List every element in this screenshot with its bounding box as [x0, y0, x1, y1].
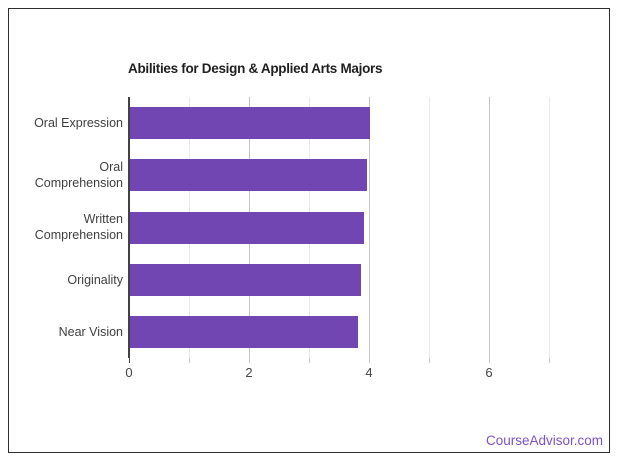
x-axis-tick-1 [189, 358, 190, 363]
x-axis-label-2: 2 [245, 365, 253, 380]
category-label: Near Vision [58, 324, 123, 339]
x-axis-tick-3 [309, 358, 310, 363]
gridline-6 [489, 97, 490, 358]
x-axis-tick-2 [249, 358, 250, 363]
x-axis-tick-6 [489, 358, 490, 363]
bar-oral-comprehension[interactable] [130, 159, 367, 192]
gridline-7 [549, 97, 550, 358]
category-label: Oral Comprehension [34, 160, 123, 191]
x-axis-label-6: 6 [485, 365, 493, 380]
gridline-4 [369, 97, 370, 358]
courseadvisor-credit-link[interactable]: CourseAdvisor.com [485, 433, 603, 448]
x-axis-label-4: 4 [365, 365, 373, 380]
bar-near-vision[interactable] [130, 315, 358, 348]
x-axis-label-0: 0 [125, 365, 133, 380]
gridline-5 [429, 97, 430, 358]
x-axis-tick-4 [369, 358, 370, 363]
x-axis-tick-5 [429, 358, 430, 363]
category-label: Written Comprehension [34, 212, 123, 243]
bar-written-comprehension[interactable] [130, 211, 364, 244]
bar-oral-expression[interactable] [130, 107, 370, 140]
chart-title: Abilities for Design & Applied Arts Majo… [128, 61, 383, 76]
x-axis-tick-7 [549, 358, 550, 363]
category-label: Originality [67, 272, 123, 287]
bar-originality[interactable] [130, 263, 361, 296]
plot-area: Oral Expression Oral Comprehension Written… [34, 97, 550, 380]
x-axis-tick-0 [129, 358, 130, 363]
y-axis-baseline [128, 97, 130, 358]
category-label: Oral Expression [34, 116, 123, 131]
